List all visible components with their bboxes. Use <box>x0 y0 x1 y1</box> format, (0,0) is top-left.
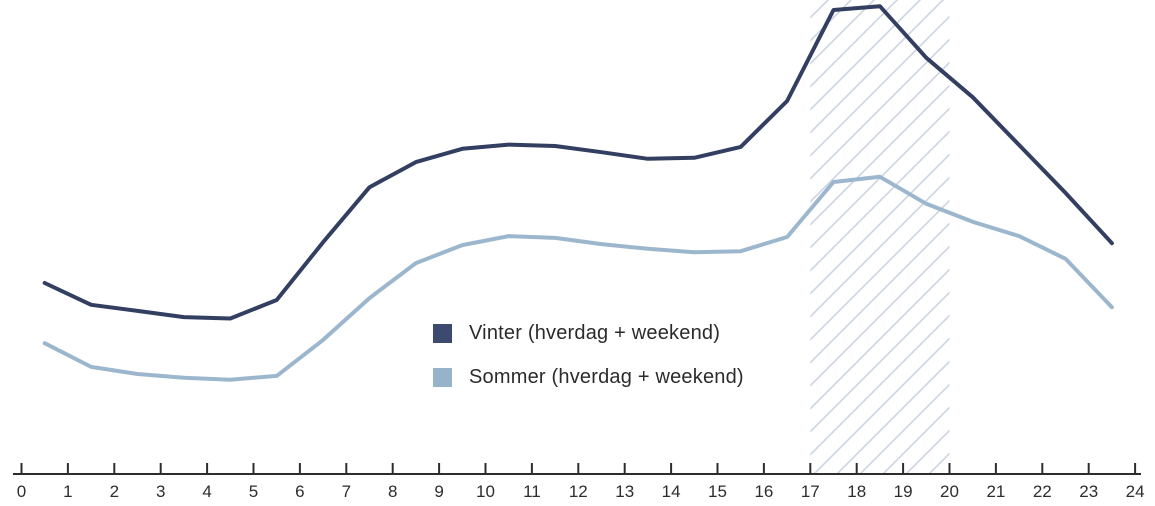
legend-swatch-vinter <box>433 324 452 343</box>
legend-item-vinter: Vinter (hverdag + weekend) <box>433 322 744 345</box>
x-axis-tick-label: 9 <box>434 482 443 501</box>
x-axis-tick-label: 22 <box>1033 482 1052 501</box>
legend-swatch-sommer <box>433 368 452 387</box>
x-axis-tick-label: 20 <box>940 482 959 501</box>
x-axis-tick-label: 23 <box>1079 482 1098 501</box>
legend: Vinter (hverdag + weekend) Sommer (hverd… <box>433 322 744 389</box>
x-axis-tick-label: 21 <box>986 482 1005 501</box>
x-axis-tick-label: 17 <box>801 482 820 501</box>
vinter-line <box>42 4 1114 321</box>
x-axis-tick-label: 13 <box>615 482 634 501</box>
x-axis-tick-label: 0 <box>17 482 26 501</box>
x-axis-tick-label: 4 <box>202 482 211 501</box>
legend-label-vinter: Vinter (hverdag + weekend) <box>469 322 721 344</box>
x-axis-tick-label: 8 <box>388 482 397 501</box>
x-axis-tick-label: 7 <box>342 482 351 501</box>
x-axis-tick-label: 24 <box>1126 482 1145 501</box>
x-axis-tick-label: 11 <box>523 482 541 501</box>
x-axis-tick-label: 3 <box>156 482 165 501</box>
x-axis-tick-label: 16 <box>754 482 773 501</box>
x-axis-tick-label: 1 <box>63 482 72 501</box>
x-axis-tick-label: 15 <box>708 482 727 501</box>
x-axis-tick-label: 14 <box>662 482 681 501</box>
x-axis-tick-label: 18 <box>847 482 866 501</box>
sommer-line <box>42 174 1114 382</box>
x-axis-tick-label: 12 <box>569 482 588 501</box>
x-axis-tick-label: 10 <box>476 482 495 501</box>
x-axis: 0 1 2 3 4 5 6 7 8 9 10 11 12 13 14 15 16 17 18 19 20 21 22 23 24 <box>13 463 1145 501</box>
x-axis-tick-label: 19 <box>894 482 913 501</box>
legend-item-sommer: Sommer (hverdag + weekend) <box>433 366 744 389</box>
x-axis-tick-label: 5 <box>249 482 258 501</box>
x-axis-tick-label: 6 <box>295 482 304 501</box>
highlight-band-17-20 <box>810 0 950 474</box>
legend-label-sommer: Sommer (hverdag + weekend) <box>469 366 744 388</box>
x-axis-tick-label: 2 <box>110 482 119 501</box>
